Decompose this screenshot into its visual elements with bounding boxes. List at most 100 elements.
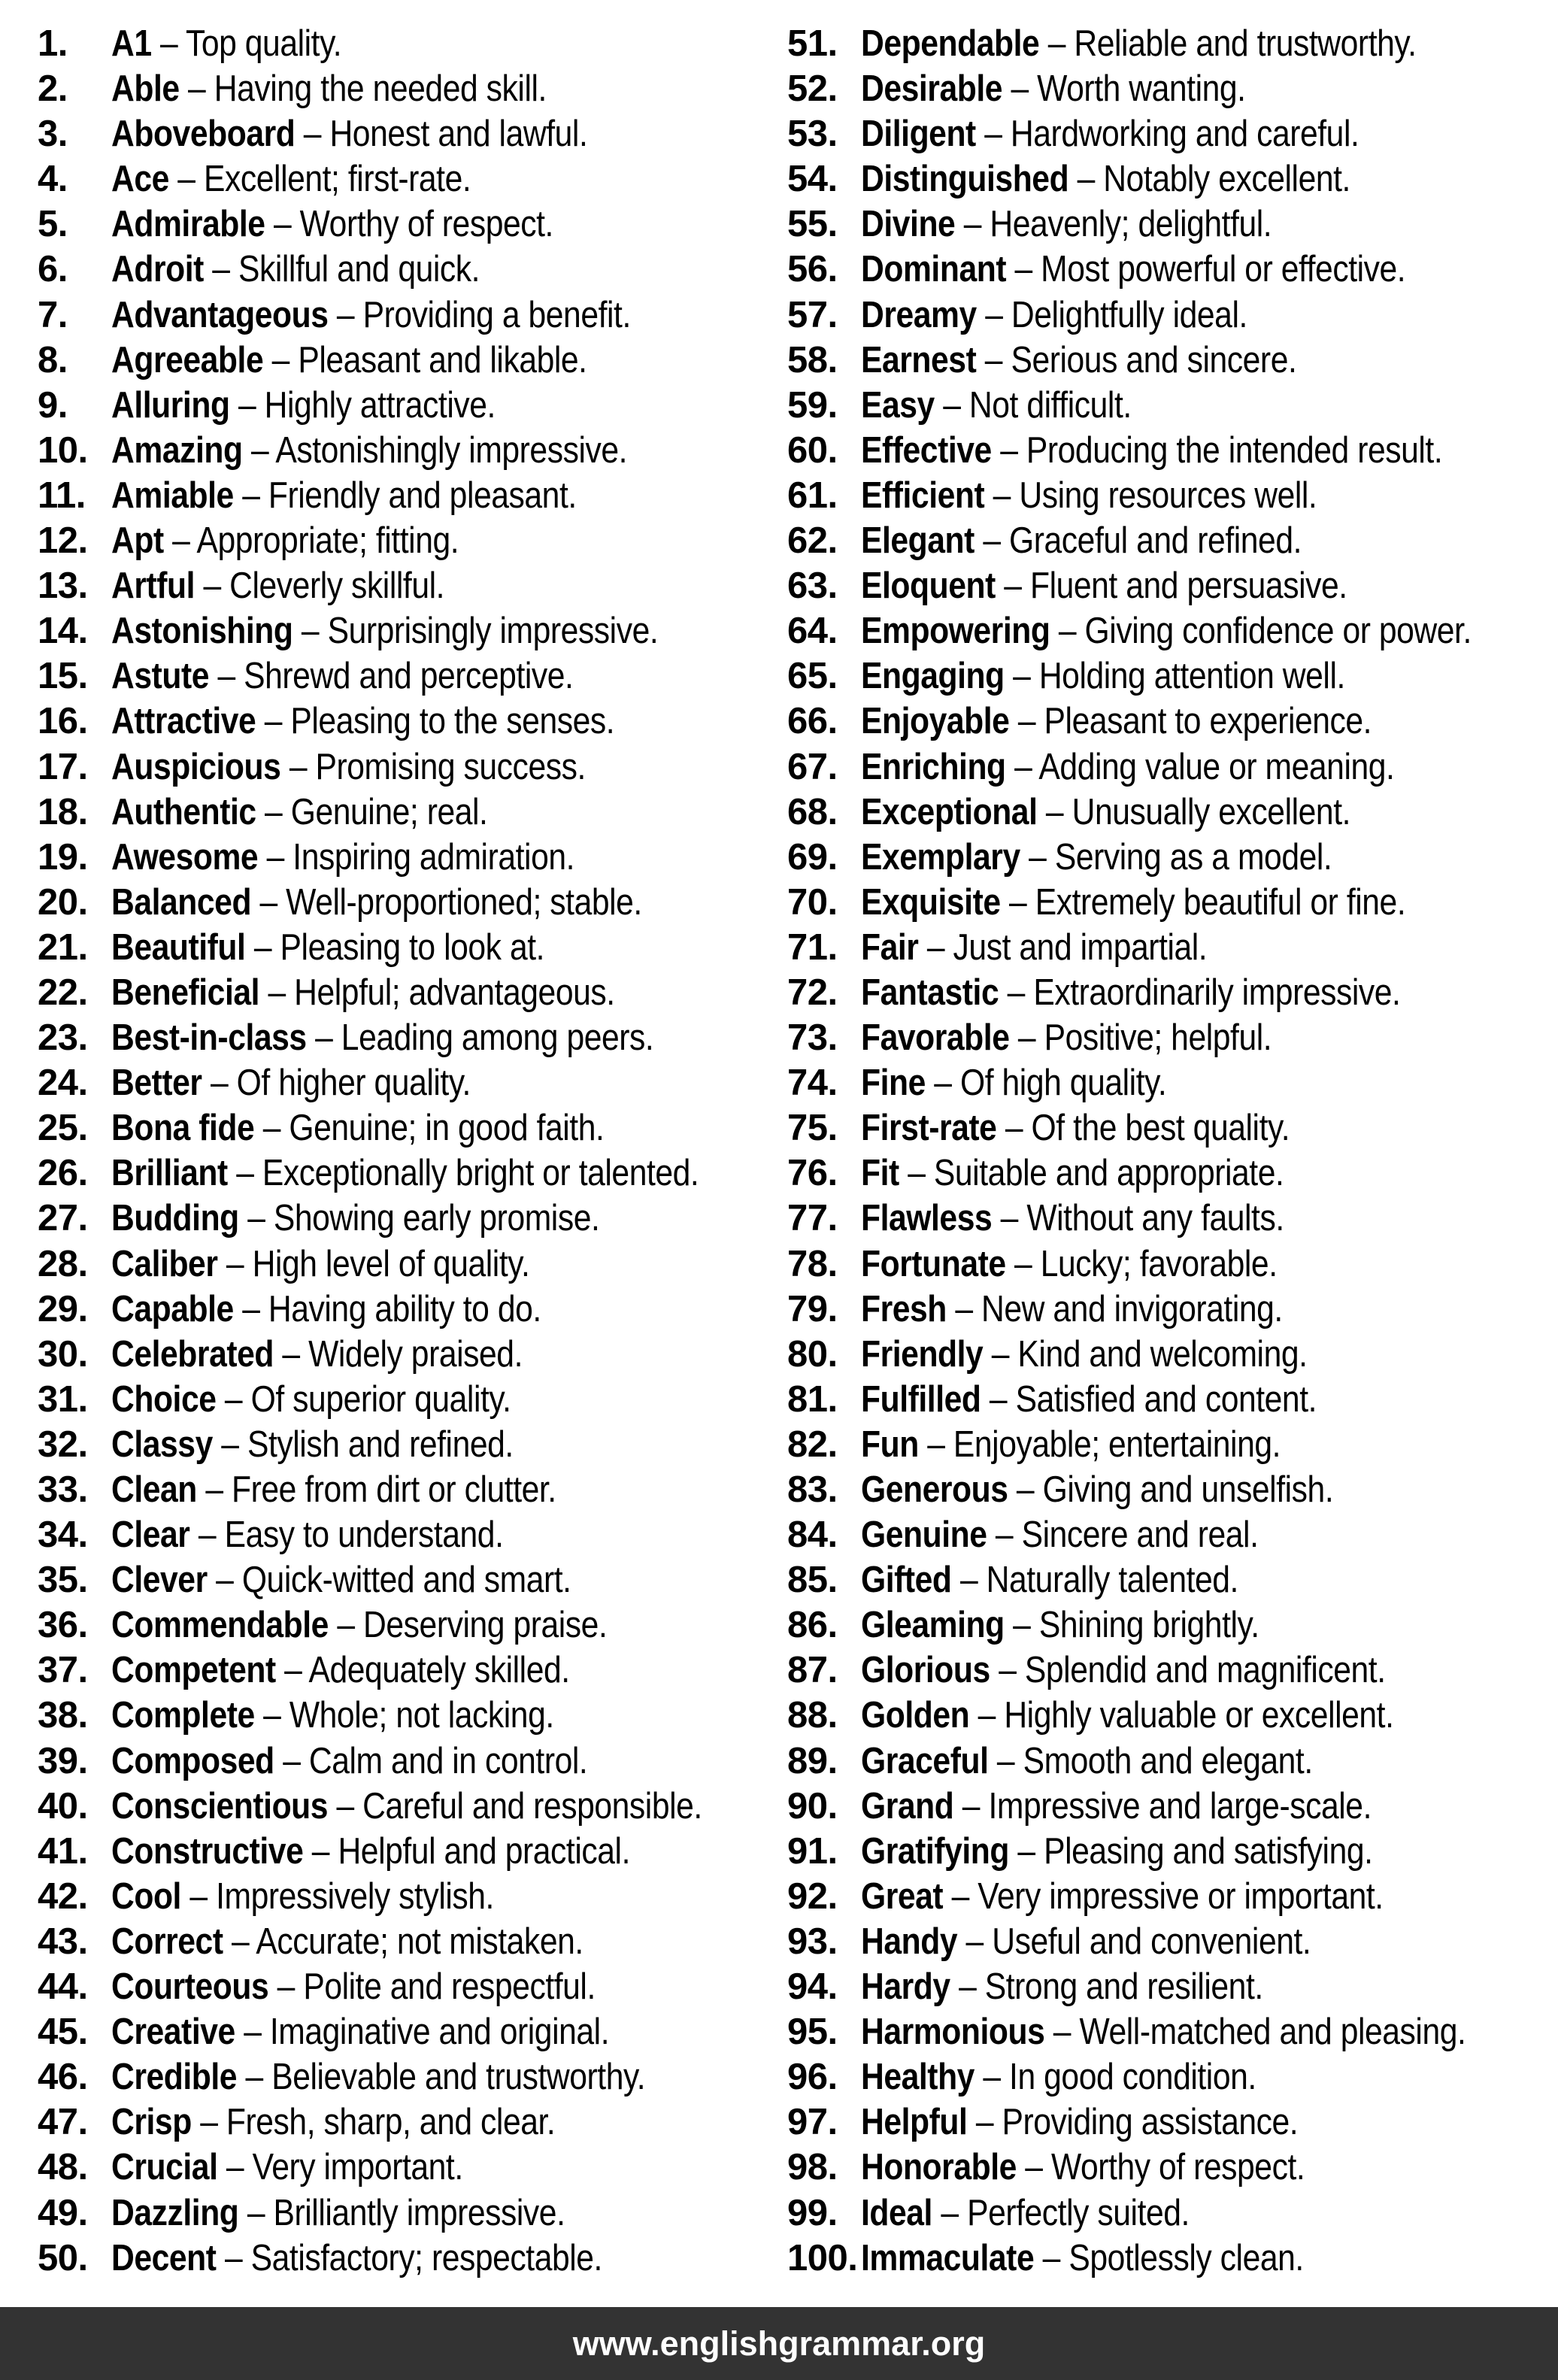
list-item: 81. Fulfilled – Satisfied and content.: [787, 1377, 1539, 1422]
item-number: 90.: [787, 1785, 838, 1827]
item-definition: Free from dirt or clutter.: [232, 1469, 556, 1510]
item-definition: Whole; not lacking.: [289, 1695, 554, 1736]
item-word: Gifted: [861, 1560, 952, 1601]
item-separator: –: [1000, 881, 1035, 923]
item-content: Astute – Shrewd and perceptive.: [111, 653, 574, 699]
list-item: 40. Conscientious – Careful and responsi…: [38, 1784, 790, 1829]
item-definition: Pleasing and satisfying.: [1044, 1830, 1373, 1872]
item-number: 68.: [787, 791, 838, 832]
item-definition: Shrewd and perceptive.: [244, 656, 574, 697]
item-separator: –: [1050, 611, 1085, 652]
item-content: Capable – Having ability to do.: [111, 1287, 541, 1332]
item-number: 96.: [787, 2057, 838, 2098]
item-separator: –: [976, 339, 1011, 380]
item-word: Helpful: [861, 2102, 968, 2143]
list-item: 47. Crisp – Fresh, sharp, and clear.: [38, 2100, 790, 2145]
item-content: Clean – Free from dirt or clutter.: [111, 1467, 556, 1512]
item-word: Dominant: [861, 249, 1007, 290]
item-word: Honorable: [861, 2147, 1017, 2188]
item-word: Alluring: [111, 384, 230, 426]
item-definition: Surprisingly impressive.: [327, 611, 659, 652]
item-content: Beneficial – Helpful; advantageous.: [111, 970, 615, 1015]
item-content: Composed – Calm and in control.: [111, 1739, 588, 1784]
item-definition: Fresh, sharp, and clear.: [226, 2102, 556, 2143]
list-item: 24. Better – Of higher quality.: [38, 1060, 790, 1105]
item-separator: –: [974, 2057, 1010, 2098]
list-item: 86. Gleaming – Shining brightly.: [787, 1602, 1539, 1648]
item-word: Creative: [111, 2012, 235, 2053]
item-word: Authentic: [111, 791, 256, 832]
list-item: 85. Gifted – Naturally talented.: [787, 1557, 1539, 1602]
item-separator: –: [195, 565, 230, 607]
item-content: Commendable – Deserving praise.: [111, 1602, 608, 1648]
item-word: Complete: [111, 1695, 255, 1736]
item-content: Engaging – Holding attention well.: [861, 653, 1345, 699]
list-item: 71. Fair – Just and impartial.: [787, 925, 1539, 970]
item-word: Balanced: [111, 881, 252, 923]
list-item: 52. Desirable – Worth wanting.: [787, 66, 1539, 111]
item-content: Handy – Useful and convenient.: [861, 1919, 1311, 1964]
item-number: 88.: [787, 1695, 838, 1736]
item-content: Immaculate – Spotlessly clean.: [861, 2236, 1304, 2281]
list-item: 98. Honorable – Worthy of respect.: [787, 2145, 1539, 2190]
item-separator: –: [202, 1063, 237, 1104]
item-number: 4.: [38, 159, 68, 200]
item-content: Helpful – Providing assistance.: [861, 2100, 1299, 2145]
item-content: Attractive – Pleasing to the senses.: [111, 699, 615, 744]
item-separator: –: [925, 1063, 960, 1104]
item-definition: Splendid and magnificent.: [1024, 1650, 1386, 1691]
item-word: Amazing: [111, 429, 243, 471]
item-content: Auspicious – Promising success.: [111, 744, 586, 790]
item-separator: –: [233, 1288, 268, 1329]
item-word: Aboveboard: [111, 114, 296, 155]
item-definition: Genuine; real.: [290, 791, 488, 832]
list-item: 37. Competent – Adequately skilled.: [38, 1648, 790, 1693]
item-content: Authentic – Genuine; real.: [111, 790, 488, 835]
item-number: 11.: [38, 474, 86, 516]
list-item: 93. Handy – Useful and convenient.: [787, 1919, 1539, 1964]
item-content: Clever – Quick-witted and smart.: [111, 1557, 571, 1602]
item-separator: –: [974, 520, 1010, 562]
item-content: Elegant – Graceful and refined.: [861, 518, 1302, 563]
item-number: 89.: [787, 1740, 838, 1781]
list-item: 29. Capable – Having ability to do.: [38, 1287, 790, 1332]
item-separator: –: [953, 1785, 989, 1827]
list-item: 9. Alluring – Highly attractive.: [38, 383, 790, 428]
item-number: 64.: [787, 611, 838, 652]
list-item: 84. Genuine – Sincere and real.: [787, 1512, 1539, 1557]
item-content: Favorable – Positive; helpful.: [861, 1015, 1272, 1060]
item-definition: Polite and respectful.: [303, 1966, 596, 2008]
item-content: Dominant – Most powerful or effective.: [861, 247, 1406, 292]
item-separator: –: [1008, 1469, 1043, 1510]
item-word: Golden: [861, 1695, 970, 1736]
item-definition: Calm and in control.: [308, 1740, 588, 1781]
item-definition: Quick-witted and smart.: [241, 1560, 571, 1601]
item-definition: Cleverly skillful.: [229, 565, 445, 607]
item-number: 12.: [38, 520, 88, 562]
item-number: 48.: [38, 2147, 88, 2188]
item-content: Caliber – High level of quality.: [111, 1242, 530, 1287]
item-separator: –: [1037, 791, 1072, 832]
item-word: Ace: [111, 159, 169, 200]
item-number: 6.: [38, 249, 68, 290]
item-number: 76.: [787, 1153, 838, 1194]
item-content: Exemplary – Serving as a model.: [861, 835, 1332, 880]
item-separator: –: [306, 1017, 341, 1059]
item-number: 79.: [787, 1288, 838, 1329]
item-definition: Pleasant and likable.: [298, 339, 587, 380]
item-number: 21.: [38, 926, 88, 968]
list-item: 78. Fortunate – Lucky; favorable.: [787, 1242, 1539, 1287]
item-content: Great – Very impressive or important.: [861, 1874, 1384, 1919]
item-separator: –: [254, 1695, 289, 1736]
item-definition: Pleasant to experience.: [1044, 701, 1372, 742]
item-number: 20.: [38, 881, 88, 923]
item-definition: Positive; helpful.: [1044, 1017, 1272, 1059]
item-separator: –: [1006, 249, 1041, 290]
list-item: 36. Commendable – Deserving praise.: [38, 1602, 790, 1648]
item-definition: Imaginative and original.: [269, 2012, 610, 2053]
item-number: 56.: [787, 249, 838, 290]
item-separator: –: [967, 2102, 1002, 2143]
item-word: Auspicious: [111, 746, 281, 787]
item-definition: Strong and resilient.: [984, 1966, 1263, 2008]
list-item: 49. Dazzling – Brilliantly impressive.: [38, 2191, 790, 2236]
